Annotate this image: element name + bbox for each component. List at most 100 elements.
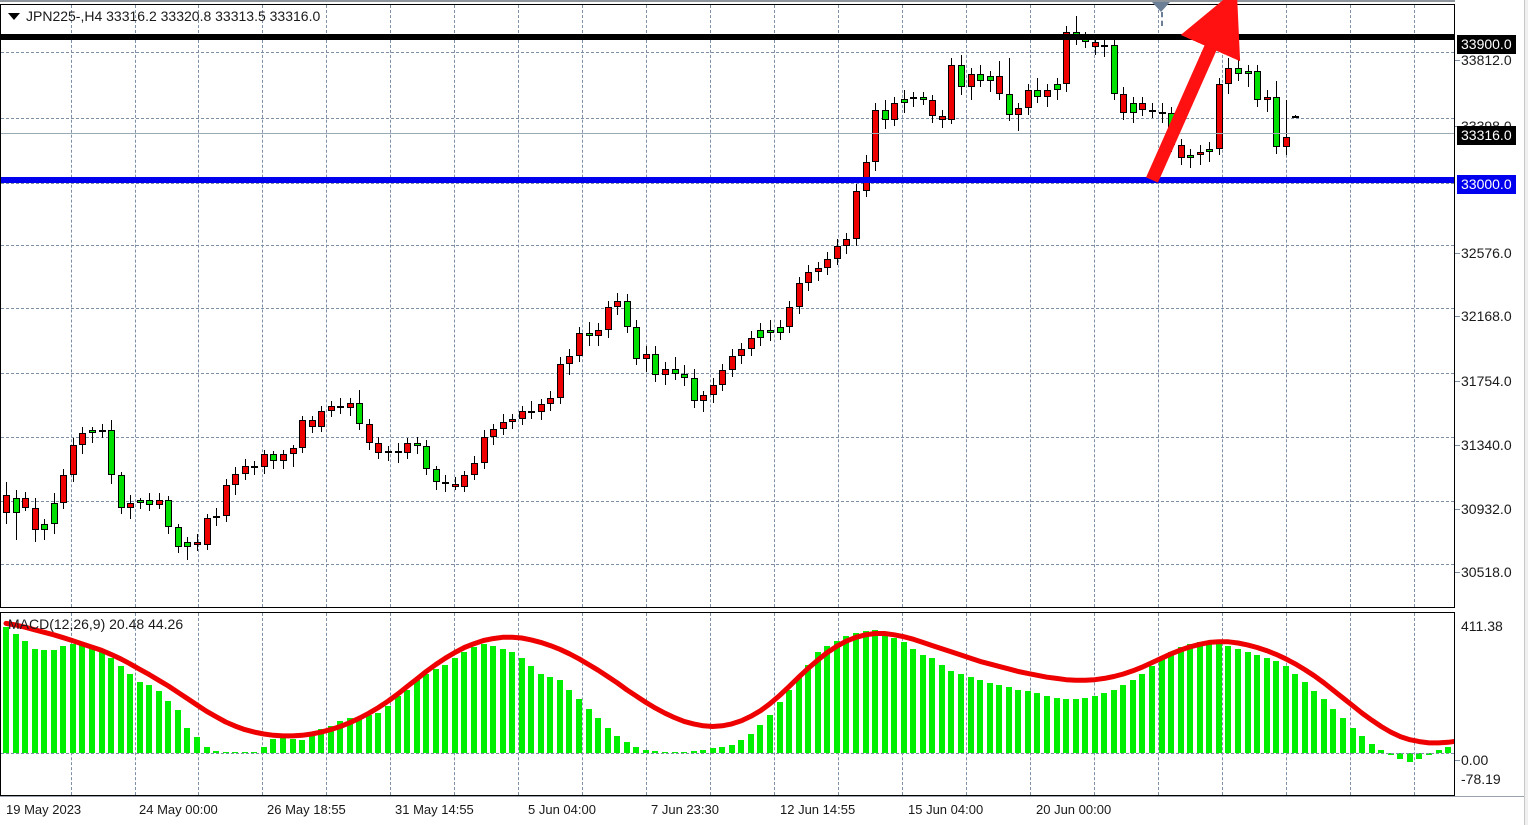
candle-body xyxy=(22,498,30,508)
candle-wick xyxy=(1113,38,1115,101)
chart-header-text: JPN225-,H4 33316.2 33320.8 33313.5 33316… xyxy=(26,8,321,24)
axis-tick xyxy=(1455,316,1460,317)
macd-histogram-bar xyxy=(795,677,802,753)
candlestick xyxy=(3,5,10,605)
macd-histogram-bar xyxy=(1263,658,1270,753)
candlestick xyxy=(1129,5,1137,605)
candle-wick xyxy=(664,362,666,385)
candle-body xyxy=(146,499,154,505)
macd-histogram-bar xyxy=(31,648,38,753)
candlestick xyxy=(1282,5,1290,605)
macd-histogram-bar xyxy=(88,646,95,753)
candle-body xyxy=(451,483,459,487)
price-axis-label: 30932.0 xyxy=(1461,501,1512,517)
candlestick xyxy=(805,5,813,605)
candle-body xyxy=(919,96,927,101)
candle-wick xyxy=(550,391,552,411)
macd-histogram-bar xyxy=(681,752,688,753)
candle-wick xyxy=(244,459,246,481)
candle-body xyxy=(222,485,230,516)
candle-body xyxy=(1168,113,1176,146)
support-line[interactable] xyxy=(1,177,1454,183)
triangle-down-icon[interactable] xyxy=(8,12,20,20)
marker-guide-line xyxy=(1161,12,1163,26)
window-top-strip xyxy=(0,0,1528,4)
candle-body xyxy=(585,333,593,337)
candle-wick xyxy=(282,449,284,469)
candlestick xyxy=(537,5,545,605)
macd-histogram-bar xyxy=(1158,658,1165,753)
candle-body xyxy=(996,75,1004,94)
candle-wick xyxy=(579,326,580,363)
macd-axis-label: 0.00 xyxy=(1461,752,1489,768)
macd-histogram-bar xyxy=(69,643,76,753)
candlestick xyxy=(1034,5,1042,605)
candle-wick xyxy=(1094,35,1096,55)
macd-histogram-bar xyxy=(843,636,850,753)
macd-histogram-bar xyxy=(499,648,506,753)
macd-histogram-bar xyxy=(1330,708,1337,753)
candle-body xyxy=(203,517,211,545)
grid-line-vertical xyxy=(1030,5,1031,607)
macd-histogram-bar xyxy=(432,669,439,753)
candle-body xyxy=(1053,84,1061,91)
macd-histogram-bar xyxy=(1397,753,1404,760)
candle-body xyxy=(633,326,641,359)
candle-wick xyxy=(559,357,561,405)
price-axis[interactable]: 33900.033812.033398.033316.033000.032576… xyxy=(1455,0,1528,796)
time-axis[interactable]: 19 May 2023 24 May 00:00 26 May 18:55 31 Ma… xyxy=(0,796,1528,825)
grid-line-vertical xyxy=(710,613,711,795)
grid-line-horizontal xyxy=(1,437,1454,438)
candle-wick xyxy=(693,368,695,408)
candlestick xyxy=(241,5,249,605)
candle-wick xyxy=(149,493,151,512)
candle-wick xyxy=(1257,64,1259,107)
candlestick-series xyxy=(1,5,1454,607)
macd-histogram-bar xyxy=(566,689,573,753)
candle-body xyxy=(1292,116,1300,119)
candle-body xyxy=(1015,108,1023,115)
candlestick xyxy=(910,5,918,605)
candle-body xyxy=(852,190,860,240)
resistance-line[interactable] xyxy=(1,34,1454,40)
candlestick xyxy=(614,5,622,605)
macd-zero-line xyxy=(1,753,1454,754)
candlestick xyxy=(1206,5,1214,605)
grid-line-horizontal xyxy=(1,52,1454,53)
macd-histogram-bar xyxy=(509,651,516,753)
macd-histogram-bar xyxy=(327,726,334,753)
candlestick xyxy=(1177,5,1185,605)
candle-body xyxy=(614,300,622,308)
macd-histogram-bar xyxy=(1043,696,1050,753)
candle-wick xyxy=(865,155,867,198)
candlestick xyxy=(919,5,927,605)
candlestick xyxy=(365,5,373,605)
candlestick xyxy=(1149,5,1156,605)
candlestick xyxy=(576,5,583,605)
macd-indicator-panel[interactable] xyxy=(0,612,1455,796)
macd-histogram-bar xyxy=(1292,673,1299,753)
macd-histogram-bar xyxy=(1177,647,1184,753)
macd-histogram-bar xyxy=(1244,651,1251,753)
macd-histogram-bar xyxy=(1005,686,1012,753)
time-axis-label: 20 Jun 00:00 xyxy=(1036,802,1112,817)
candle-body xyxy=(1139,103,1147,110)
candle-body xyxy=(365,423,373,444)
candle-body xyxy=(1177,145,1185,159)
price-lines xyxy=(1,5,1454,607)
macd-histogram-bar xyxy=(1120,685,1127,753)
macd-histogram-bar xyxy=(1024,691,1031,753)
macd-histogram-bar xyxy=(1101,692,1108,753)
macd-grid xyxy=(1,613,1454,795)
macd-histogram-bar xyxy=(127,673,134,753)
candle-body xyxy=(346,402,354,408)
price-chart-panel[interactable] xyxy=(0,4,1455,608)
candlestick xyxy=(1120,5,1128,605)
candlestick xyxy=(251,5,259,605)
grid-line-vertical xyxy=(454,613,455,795)
candlestick xyxy=(260,5,268,605)
current-price-line[interactable] xyxy=(1,133,1454,134)
macd-histogram-bar xyxy=(423,673,430,753)
candle-wick xyxy=(378,436,380,460)
macd-histogram-bar xyxy=(308,734,315,753)
